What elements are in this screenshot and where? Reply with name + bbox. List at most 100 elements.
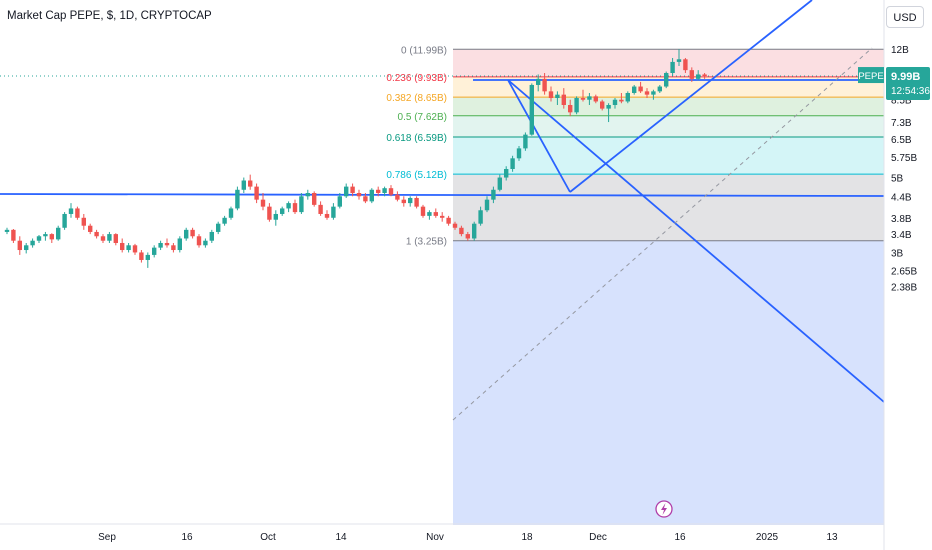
candle-body (190, 229, 195, 237)
candle-body (689, 70, 694, 79)
candle-body (260, 199, 266, 207)
candle-body (420, 206, 426, 216)
candle (465, 231, 470, 241)
candle-body (145, 254, 150, 260)
price-tick-label: 8.5B (891, 96, 912, 107)
candle-body (408, 197, 413, 204)
candle (107, 231, 112, 243)
candle (433, 208, 438, 218)
candle-body (440, 215, 445, 218)
candle (228, 206, 234, 220)
candle-body (574, 98, 579, 113)
price-tick-label: 5B (891, 174, 904, 185)
candle-body (177, 238, 182, 251)
candle (536, 74, 541, 92)
candle (401, 196, 406, 207)
candle-body (184, 229, 189, 239)
drawn-trendlines[interactable] (0, 0, 885, 421)
fib-label: 1 (3.25B) (406, 237, 447, 248)
candle (286, 201, 291, 213)
candle (17, 236, 22, 255)
currency-button[interactable]: USD (886, 6, 924, 28)
candle (4, 227, 10, 235)
candle (395, 191, 400, 202)
fib-label: 0.5 (7.62B) (398, 112, 447, 123)
fib-zone (453, 115, 884, 138)
candle (702, 72, 707, 79)
candle-body (651, 91, 656, 95)
candle (68, 203, 74, 218)
time-tick-label: 13 (826, 532, 838, 543)
candle-body (433, 212, 438, 216)
candle (580, 89, 586, 102)
candle-body (497, 177, 502, 190)
candle-body (465, 234, 470, 239)
candle-body (43, 234, 48, 237)
candle-body (203, 240, 208, 246)
candle-body (318, 204, 323, 214)
price-tick-label: 3B (891, 248, 904, 259)
candle (651, 89, 656, 100)
candle-body (587, 96, 592, 100)
candle (504, 166, 509, 181)
fib-zone (453, 49, 884, 77)
candle (478, 206, 483, 226)
price-axis[interactable]: 12B 8.5B 7.3B 6.5B 5.75B 5B 4.4B 3.8B 3.4B 3B 2.65… (883, 0, 917, 550)
time-axis[interactable]: Sep 16 Oct 14 Nov 18 Dec 16 2025 13 (0, 523, 884, 543)
candle (280, 206, 285, 216)
candle-body (536, 78, 541, 85)
candle-body (344, 186, 349, 197)
candlestick-series (4, 49, 707, 268)
candle (446, 215, 451, 226)
candle-body (657, 86, 662, 92)
candle (388, 185, 394, 197)
candle (644, 88, 650, 99)
candle-body (619, 99, 624, 102)
candle-body (241, 180, 246, 190)
candle (75, 206, 80, 220)
candle-body (702, 74, 707, 77)
candle-body (395, 194, 400, 200)
candle-body (683, 59, 688, 71)
candle (568, 99, 573, 117)
candle-body (75, 208, 80, 218)
candle (625, 91, 630, 104)
time-tick-label: Nov (426, 532, 444, 543)
candle (670, 57, 675, 76)
candle (113, 233, 118, 246)
candle (132, 243, 138, 255)
candle-body (350, 186, 355, 193)
candle-body (152, 247, 157, 255)
fib-label: 0.618 (6.59B) (386, 133, 447, 144)
price-tick-label: 3.4B (891, 230, 912, 241)
candle (619, 92, 624, 104)
candle-body (363, 196, 368, 202)
candle (408, 196, 413, 207)
candle (222, 215, 227, 226)
candle-body (638, 86, 643, 92)
candle-body (452, 223, 458, 228)
lightning-icon (655, 500, 673, 518)
candle-body (337, 196, 342, 207)
candle-body (625, 92, 630, 102)
candle-body (427, 212, 432, 216)
candle-body (312, 192, 317, 205)
candle (363, 192, 368, 204)
candle (696, 70, 701, 81)
candle-body (388, 188, 394, 195)
candle (88, 223, 93, 235)
time-tick-label: 16 (674, 532, 686, 543)
candle (216, 221, 221, 235)
candle (312, 191, 317, 207)
time-tick-label: Oct (260, 532, 276, 543)
candle (126, 242, 131, 253)
candle (94, 229, 99, 239)
candle-body (17, 240, 22, 251)
candle-body (113, 234, 118, 243)
candle-body (273, 213, 278, 220)
candle-body (267, 206, 272, 220)
candle-body (600, 101, 605, 109)
candle (561, 88, 566, 109)
candle (248, 174, 253, 190)
